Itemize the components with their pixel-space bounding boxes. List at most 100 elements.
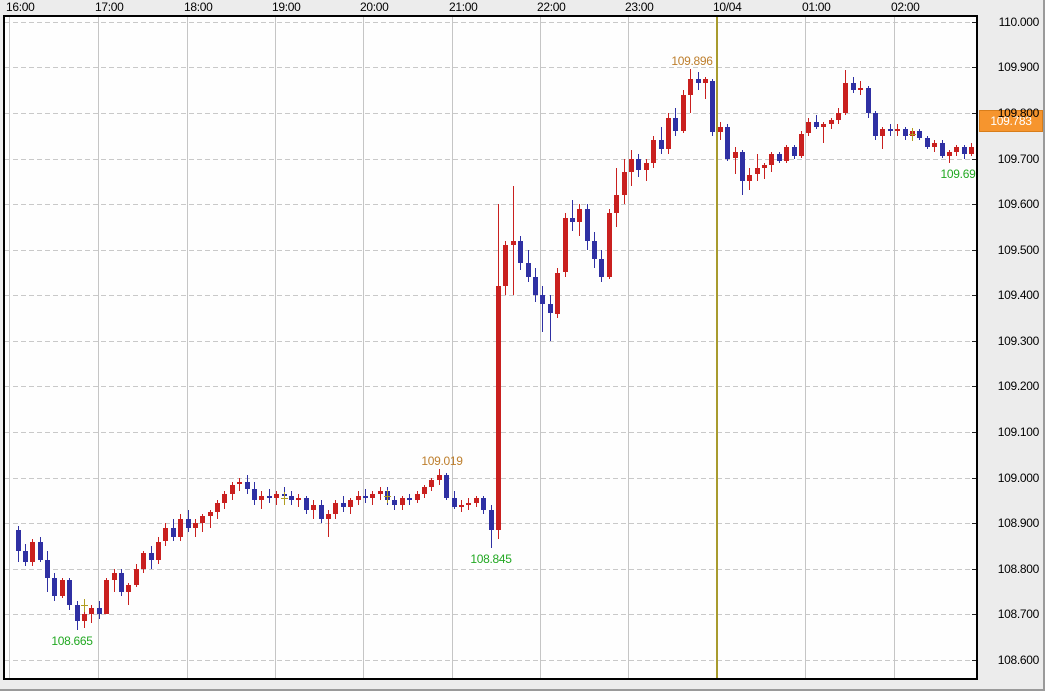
candle-body-down <box>289 495 294 501</box>
price-axis-label: 109.900 <box>997 60 1040 74</box>
gridline-horizontal <box>5 341 976 342</box>
candle-body-up <box>747 174 752 182</box>
time-tick-label: 20:00 <box>360 0 389 14</box>
gridline-horizontal <box>5 614 976 615</box>
candle-body-down <box>777 154 782 161</box>
candle-body-down <box>888 129 893 132</box>
candle-body-down <box>851 83 856 91</box>
candle-body-up <box>622 172 627 196</box>
window-right-edge <box>1043 0 1045 691</box>
price-tick <box>972 523 976 524</box>
candle-body-up <box>474 498 479 503</box>
candle-body-up <box>178 518 183 537</box>
candle-body-down <box>452 498 457 508</box>
candle-body-down <box>866 87 871 113</box>
candle-body-up <box>858 87 863 91</box>
candle-wick-up <box>764 163 765 180</box>
gridline-vertical <box>9 17 10 678</box>
candle-body-up <box>843 83 848 113</box>
indicator-marker <box>281 498 288 500</box>
gridline-horizontal <box>5 295 976 296</box>
candle-body-down <box>97 607 102 615</box>
gridline-horizontal <box>5 250 976 251</box>
candle-body-down <box>52 577 57 597</box>
candle-body-up <box>429 479 434 487</box>
price-tick <box>972 478 976 479</box>
plot-area[interactable]: 109.896 109.019 108.845 108.665 109.69 <box>3 15 978 680</box>
price-tick <box>972 386 976 387</box>
gridline-horizontal <box>5 660 976 661</box>
candle-wick-up <box>949 149 950 164</box>
candle-body-down <box>392 500 397 505</box>
candle-body-down <box>548 304 553 314</box>
candle-body-up <box>688 78 693 95</box>
candle-body-up <box>370 493 375 499</box>
candle-body-up <box>629 158 634 173</box>
candle-body-down <box>363 495 368 499</box>
gridline-vertical <box>540 17 541 678</box>
candle-body-down <box>585 208 590 241</box>
candle-wick-down <box>542 286 543 332</box>
price-annotation: 108.845 <box>470 552 512 566</box>
candle-body-up <box>193 523 198 528</box>
price-axis: 109.783 110.000 109.900 109.800 109.700 109.… <box>978 0 1045 691</box>
candle-body-down <box>186 518 191 528</box>
time-tick-label: 16:00 <box>6 0 35 14</box>
candle-wick-up <box>823 122 824 143</box>
candle-body-up <box>563 217 568 273</box>
candle-wick-up <box>757 154 758 182</box>
gridline-vertical <box>187 17 188 678</box>
price-axis-label: 110.000 <box>998 15 1040 29</box>
candle-body-down <box>903 129 908 136</box>
candle-body-down <box>444 475 449 499</box>
price-axis-label: 109.200 <box>997 379 1040 393</box>
candle-body-up <box>577 208 582 223</box>
candle-body-up <box>784 147 789 161</box>
candle-body-down <box>267 495 272 499</box>
candle-body-up <box>89 607 94 615</box>
candle-body-up <box>681 94 686 132</box>
candle-body-up <box>703 78 708 84</box>
indicator-marker <box>81 605 88 607</box>
candle-body-up <box>215 502 220 512</box>
candle-body-up <box>954 147 959 152</box>
candle-wick-up <box>128 582 129 606</box>
time-tick-label: 10/04 <box>713 0 742 14</box>
candle-body-up <box>400 498 405 505</box>
time-tick-label: 02:00 <box>891 0 920 14</box>
candle-body-up <box>163 527 168 542</box>
candle-body-down <box>38 541 43 560</box>
candle-wick-up <box>882 126 883 150</box>
candle-body-up <box>415 493 420 501</box>
candle-body-down <box>696 78 701 84</box>
candle-body-up <box>651 140 656 164</box>
candle-body-down <box>319 505 324 519</box>
candle-body-down <box>67 580 72 606</box>
candle-wick-up <box>513 185 514 296</box>
candle-body-down <box>407 498 412 501</box>
candle-wick-up <box>328 509 329 537</box>
gridline-horizontal <box>5 204 976 205</box>
candle-body-up <box>296 498 301 501</box>
window-bottom-edge <box>0 689 1045 691</box>
candle-body-down <box>570 217 575 223</box>
gridline-horizontal <box>5 159 976 160</box>
candle-body-down <box>740 151 745 182</box>
candle-body-up <box>829 119 834 125</box>
candle-body-down <box>592 240 597 259</box>
candle-body-up <box>437 475 442 480</box>
candle-wick-up <box>210 509 211 528</box>
gridline-horizontal <box>5 67 976 68</box>
gridline-vertical <box>363 17 364 678</box>
candle-wick-up <box>195 518 196 537</box>
candle-body-up <box>755 167 760 175</box>
price-tick <box>972 432 976 433</box>
candle-body-up <box>222 493 227 503</box>
gridline-horizontal <box>5 478 976 479</box>
price-tick <box>972 67 976 68</box>
candle-body-up <box>895 129 900 132</box>
candle-body-up <box>614 195 619 214</box>
candle-body-down <box>75 605 80 622</box>
gridline-vertical <box>452 17 453 678</box>
candle-body-down <box>636 158 641 170</box>
